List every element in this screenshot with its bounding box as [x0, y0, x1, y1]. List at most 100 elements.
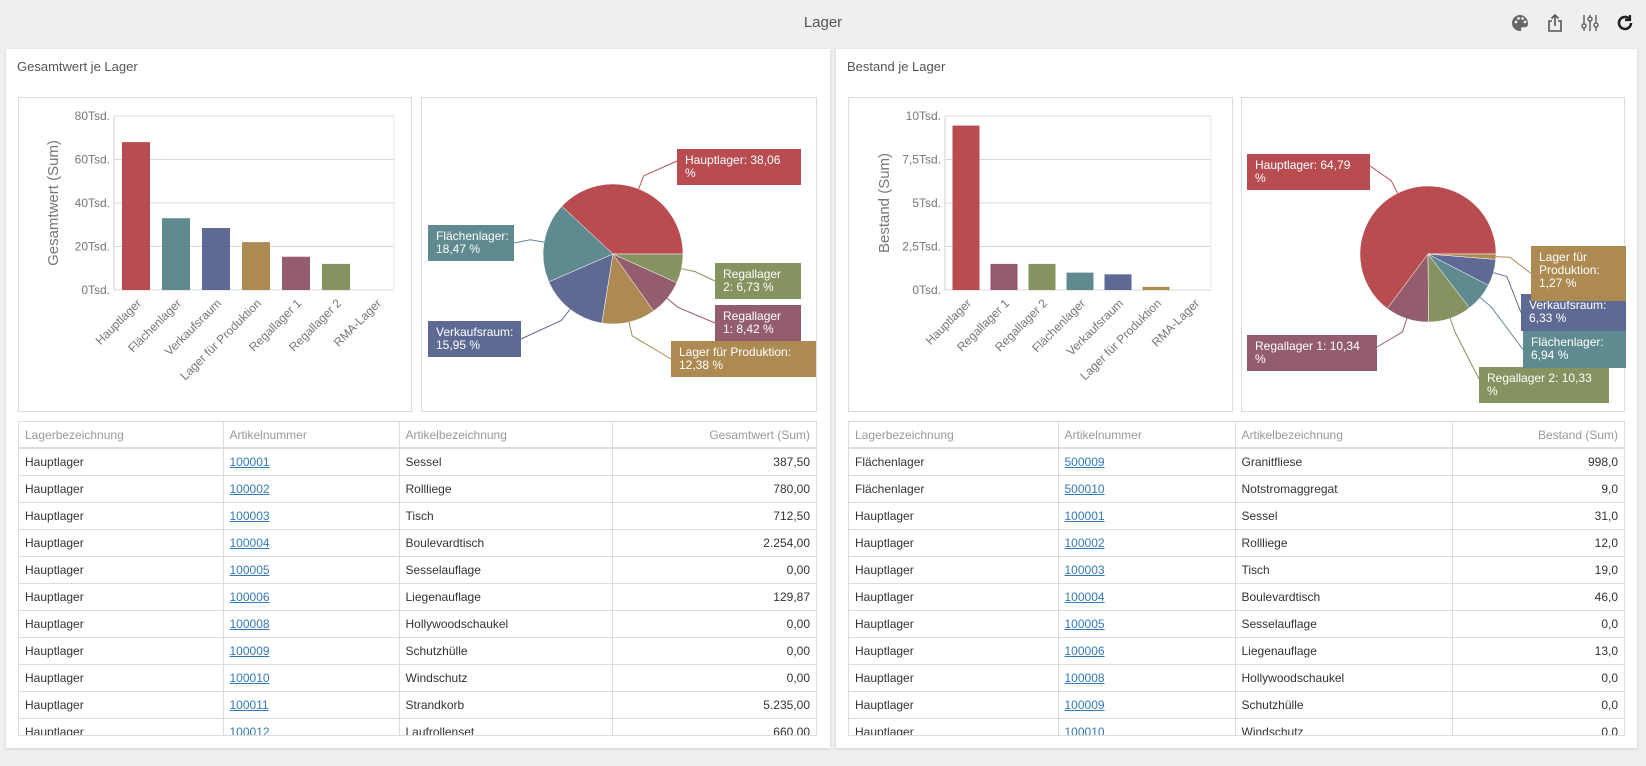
table-row[interactable]: Hauptlager 100006 Liegenauflage 13,0	[849, 637, 1624, 665]
table-row[interactable]: Hauptlager 100004 Boulevardtisch 2.254,00	[19, 529, 816, 557]
article-name-cell: Granitfliese	[1235, 448, 1453, 476]
y-tick-label: 0Tsd.	[81, 283, 110, 297]
bar[interactable]	[1028, 263, 1056, 290]
table-row[interactable]: Hauptlager 100004 Boulevardtisch 46,0	[849, 583, 1624, 611]
article-name-cell: Rollliege	[1235, 529, 1453, 557]
article-number-link[interactable]: 100008	[229, 616, 270, 631]
warehouse-cell: Hauptlager	[849, 583, 1059, 611]
bar[interactable]	[952, 125, 980, 290]
panel-title: Gesamtwert je Lager	[17, 59, 138, 74]
column-header[interactable]: Bestand (Sum)	[1452, 422, 1624, 449]
pie-slice[interactable]	[561, 183, 684, 255]
article-number-link[interactable]: 100010	[229, 670, 270, 685]
table-row[interactable]: Flächenlager 500010 Notstromaggregat 9,0	[849, 475, 1624, 503]
table-row[interactable]: Hauptlager 100012 Laufrollenset 660,00	[19, 718, 816, 736]
bar[interactable]	[1142, 286, 1170, 290]
bar[interactable]	[282, 256, 310, 290]
y-tick-label: 80Tsd.	[75, 109, 110, 123]
table-row[interactable]: Hauptlager 100010 Windschutz 0,0	[849, 718, 1624, 736]
pie-data-label: Regallager 2: 10,33 %	[1479, 367, 1609, 403]
pie-slice[interactable]	[1359, 185, 1497, 309]
article-number-link[interactable]: 500010	[1064, 481, 1105, 496]
warehouse-cell: Hauptlager	[849, 664, 1059, 692]
article-number-link[interactable]: 100010	[1064, 724, 1105, 736]
palette-icon[interactable]	[1509, 12, 1531, 34]
value-cell: 712,50	[612, 502, 816, 530]
bar[interactable]	[322, 263, 350, 290]
table-row[interactable]: Hauptlager 100010 Windschutz 0,00	[19, 664, 816, 692]
pie-chart-bestand: Hauptlager: 64,79 % Regallager 1: 10,34 %…	[1241, 97, 1626, 412]
article-number-cell: 100002	[1058, 529, 1236, 557]
article-number-cell: 100005	[223, 556, 400, 584]
table-row[interactable]: Hauptlager 100009 Schutzhülle 0,00	[19, 637, 816, 665]
table-row[interactable]: Hauptlager 100009 Schutzhülle 0,0	[849, 691, 1624, 719]
pie-data-label: Flächenlager: 18,47 %	[428, 225, 514, 261]
column-header[interactable]: Artikelbezeichnung	[1235, 422, 1453, 449]
column-header[interactable]: Artikelbezeichnung	[399, 422, 613, 449]
article-number-cell: 100010	[223, 664, 400, 692]
warehouse-cell: Hauptlager	[19, 691, 224, 719]
article-number-link[interactable]: 100012	[229, 724, 270, 736]
export-icon[interactable]	[1544, 12, 1566, 34]
article-number-link[interactable]: 100006	[1064, 643, 1105, 658]
value-cell: 0,0	[1452, 691, 1624, 719]
article-number-link[interactable]: 500009	[1064, 454, 1105, 469]
bar[interactable]	[202, 228, 230, 290]
article-name-cell: Hollywoodschaukel	[1235, 664, 1453, 692]
column-header[interactable]: Artikelnummer	[1058, 422, 1236, 449]
leader-line	[1449, 318, 1480, 380]
table-row[interactable]: Hauptlager 100006 Liegenauflage 129,87	[19, 583, 816, 611]
bar[interactable]	[990, 263, 1018, 290]
article-number-link[interactable]: 100001	[229, 454, 270, 469]
pie-data-label: Regallager 1: 8,42 %	[715, 305, 801, 341]
article-number-link[interactable]: 100006	[229, 589, 270, 604]
article-number-link[interactable]: 100003	[229, 508, 270, 523]
article-number-link[interactable]: 100005	[229, 562, 270, 577]
bar[interactable]	[1104, 274, 1132, 290]
table-row[interactable]: Hauptlager 100003 Tisch 712,50	[19, 502, 816, 530]
article-number-cell: 100003	[223, 502, 400, 530]
y-tick-label: 7,5Tsd.	[902, 153, 941, 167]
article-name-cell: Liegenauflage	[1235, 637, 1453, 665]
table-row[interactable]: Hauptlager 100001 Sessel 387,50	[19, 448, 816, 476]
table-row[interactable]: Hauptlager 100005 Sesselauflage 0,00	[19, 556, 816, 584]
pie-slice[interactable]	[548, 253, 614, 324]
bar[interactable]	[242, 242, 270, 290]
y-tick-label: 60Tsd.	[75, 153, 110, 167]
article-number-link[interactable]: 100009	[1064, 697, 1105, 712]
article-number-link[interactable]: 100005	[1064, 616, 1105, 631]
column-header[interactable]: Lagerbezeichnung	[849, 422, 1059, 449]
refresh-icon[interactable]	[1614, 12, 1636, 34]
bar[interactable]	[122, 142, 150, 290]
article-number-link[interactable]: 100004	[229, 535, 270, 550]
pie-slice[interactable]	[612, 253, 684, 284]
value-cell: 0,00	[612, 556, 816, 584]
bar[interactable]	[162, 218, 190, 290]
table-row[interactable]: Hauptlager 100002 Rollliege 780,00	[19, 475, 816, 503]
value-cell: 5.235,00	[612, 691, 816, 719]
article-number-link[interactable]: 100009	[229, 643, 270, 658]
column-header[interactable]: Lagerbezeichnung	[19, 422, 224, 449]
table-row[interactable]: Hauptlager 100005 Sesselauflage 0,0	[849, 610, 1624, 638]
leader-line	[1369, 165, 1398, 194]
table-row[interactable]: Hauptlager 100008 Hollywoodschaukel 0,0	[849, 664, 1624, 692]
bar[interactable]	[1066, 272, 1094, 290]
column-header[interactable]: Gesamtwert (Sum)	[612, 422, 816, 449]
filter-sliders-icon[interactable]	[1579, 12, 1601, 34]
article-number-link[interactable]: 100002	[1064, 535, 1105, 550]
article-number-link[interactable]: 100001	[1064, 508, 1105, 523]
article-number-link[interactable]: 100008	[1064, 670, 1105, 685]
article-number-link[interactable]: 100003	[1064, 562, 1105, 577]
table-row[interactable]: Hauptlager 100008 Hollywoodschaukel 0,00	[19, 610, 816, 638]
column-header[interactable]: Artikelnummer	[223, 422, 400, 449]
warehouse-cell: Hauptlager	[849, 502, 1059, 530]
table-row[interactable]: Hauptlager 100001 Sessel 31,0	[849, 502, 1624, 530]
table-row[interactable]: Hauptlager 100003 Tisch 19,0	[849, 556, 1624, 584]
table-row[interactable]: Flächenlager 500009 Granitfliese 998,0	[849, 448, 1624, 476]
table-row[interactable]: Hauptlager 100011 Strandkorb 5.235,00	[19, 691, 816, 719]
warehouse-cell: Hauptlager	[19, 475, 224, 503]
article-number-link[interactable]: 100002	[229, 481, 270, 496]
table-row[interactable]: Hauptlager 100002 Rollliege 12,0	[849, 529, 1624, 557]
article-number-link[interactable]: 100011	[229, 697, 269, 712]
article-number-link[interactable]: 100004	[1064, 589, 1105, 604]
